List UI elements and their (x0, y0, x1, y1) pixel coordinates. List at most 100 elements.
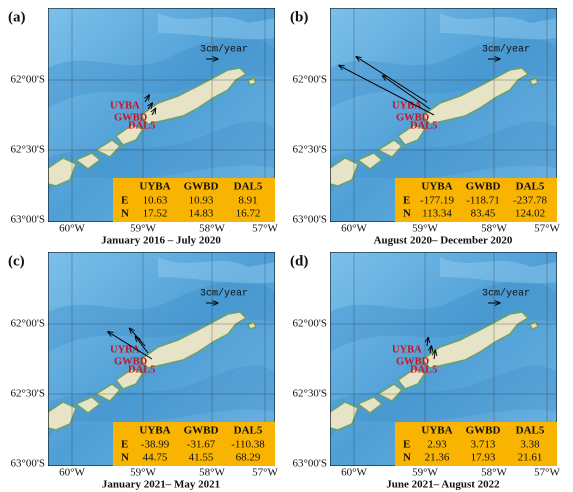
table-cell: -177.19 (420, 195, 454, 207)
row-label: N (121, 208, 129, 220)
velocity-arrow (152, 108, 156, 116)
lon-label: 57°W (252, 223, 278, 235)
lon-label: 58°W (481, 223, 507, 235)
lon-label: 57°W (534, 467, 560, 479)
table-cell: 113.34 (422, 208, 452, 220)
lon-label: 60°W (341, 467, 367, 479)
table-cell: -237.78 (513, 195, 547, 207)
station-label: UYBA (110, 344, 140, 355)
station-label: UYBA (392, 100, 422, 111)
station-label: DAL5 (410, 364, 437, 375)
lat-label: 62°30'S (11, 388, 46, 400)
station-label: UYBA (110, 100, 140, 111)
lon-label: 59°W (130, 223, 156, 235)
lon-label: 58°W (199, 223, 225, 235)
table-cell: 124.02 (515, 208, 545, 220)
table-cell: -110.38 (231, 439, 265, 451)
velocity-arrow (383, 76, 431, 110)
station-label: GWBD (396, 356, 430, 367)
table-cell: 10.93 (189, 195, 214, 207)
row-label: N (403, 208, 411, 220)
lat-label: 62°30'S (11, 144, 46, 156)
table-cell: 68.29 (236, 452, 261, 464)
table-header: DAL5 (516, 425, 545, 437)
velocity-arrow (356, 57, 428, 103)
table-cell: 14.83 (189, 208, 214, 220)
velocity-arrow (135, 336, 149, 354)
scale-label: 3cm/year (200, 44, 248, 56)
table-cell: 41.55 (189, 452, 214, 464)
station-label: DAL5 (128, 364, 155, 375)
velocity-table: UYBA GWBD DAL5 E -177.19 -118.71 -237.78 N 113.3… (395, 178, 557, 222)
velocity-arrow (427, 337, 428, 347)
row-label: N (121, 452, 129, 464)
table-background (395, 178, 557, 222)
scale-label: 3cm/year (482, 288, 530, 300)
lon-label: 58°W (481, 467, 507, 479)
caption: August 2020– December 2020 (374, 235, 513, 247)
velocity-arrow (434, 350, 435, 360)
table-cell: -38.99 (141, 439, 170, 451)
row-label: E (403, 195, 410, 207)
panel-label: (a) (8, 9, 26, 25)
lat-label: 62°00'S (293, 74, 328, 86)
table-background (113, 178, 275, 222)
table-header: UYBA (139, 181, 170, 193)
row-label: N (403, 452, 411, 464)
table-header: GWBD (184, 181, 219, 193)
table-header: GWBD (184, 425, 219, 437)
velocity-arrow (148, 103, 152, 110)
caption: January 2021– May 2021 (102, 479, 220, 491)
table-cell: 21.36 (425, 452, 450, 464)
panel-label: (c) (8, 253, 25, 269)
lat-label: 63°00'S (293, 214, 328, 226)
table-cell: 8.91 (238, 195, 257, 207)
lat-label: 63°00'S (293, 458, 328, 470)
lat-label: 62°00'S (293, 318, 328, 330)
table-header: GWBD (466, 181, 501, 193)
table-cell: 3.713 (471, 439, 496, 451)
row-label: E (121, 439, 128, 451)
lon-label: 57°W (252, 467, 278, 479)
lon-label: 58°W (199, 467, 225, 479)
table-header: UYBA (139, 425, 170, 437)
table-header: DAL5 (234, 425, 263, 437)
lat-label: 62°30'S (293, 388, 328, 400)
station-label: GWBD (114, 112, 148, 123)
lon-label: 60°W (59, 467, 85, 479)
velocity-arrow (108, 332, 153, 360)
scale-label: 3cm/year (200, 288, 248, 300)
velocity-arrow (430, 346, 431, 354)
panel-label: (d) (290, 253, 308, 269)
caption: June 2021– August 2022 (386, 479, 500, 491)
lon-label: 57°W (534, 223, 560, 235)
lat-label: 62°00'S (11, 318, 46, 330)
table-header: DAL5 (234, 181, 263, 193)
velocity-table: UYBA GWBD DAL5 E 2.93 3.713 3.38 N 21.36 17.93 21.… (395, 422, 557, 466)
station-label: UYBA (392, 344, 422, 355)
panel-label: (b) (290, 9, 308, 25)
lon-label: 59°W (412, 223, 438, 235)
table-cell: 83.45 (471, 208, 496, 220)
lat-label: 63°00'S (11, 214, 46, 226)
lon-label: 60°W (59, 223, 85, 235)
station-label: GWBD (396, 112, 430, 123)
row-label: E (121, 195, 128, 207)
velocity-table: UYBA GWBD DAL5 E -38.99 -31.67 -110.38 N 44.75 41… (113, 422, 275, 466)
lat-label: 62°00'S (11, 74, 46, 86)
velocity-table: UYBA GWBD DAL5 E 10.63 10.93 8.91 N 17.52 14.83 16… (113, 178, 275, 222)
row-label: E (403, 439, 410, 451)
table-header: DAL5 (516, 181, 545, 193)
table-cell: -118.71 (466, 195, 500, 207)
table-cell: 17.93 (471, 452, 496, 464)
lat-label: 62°30'S (293, 144, 328, 156)
velocity-arrow (145, 95, 149, 103)
